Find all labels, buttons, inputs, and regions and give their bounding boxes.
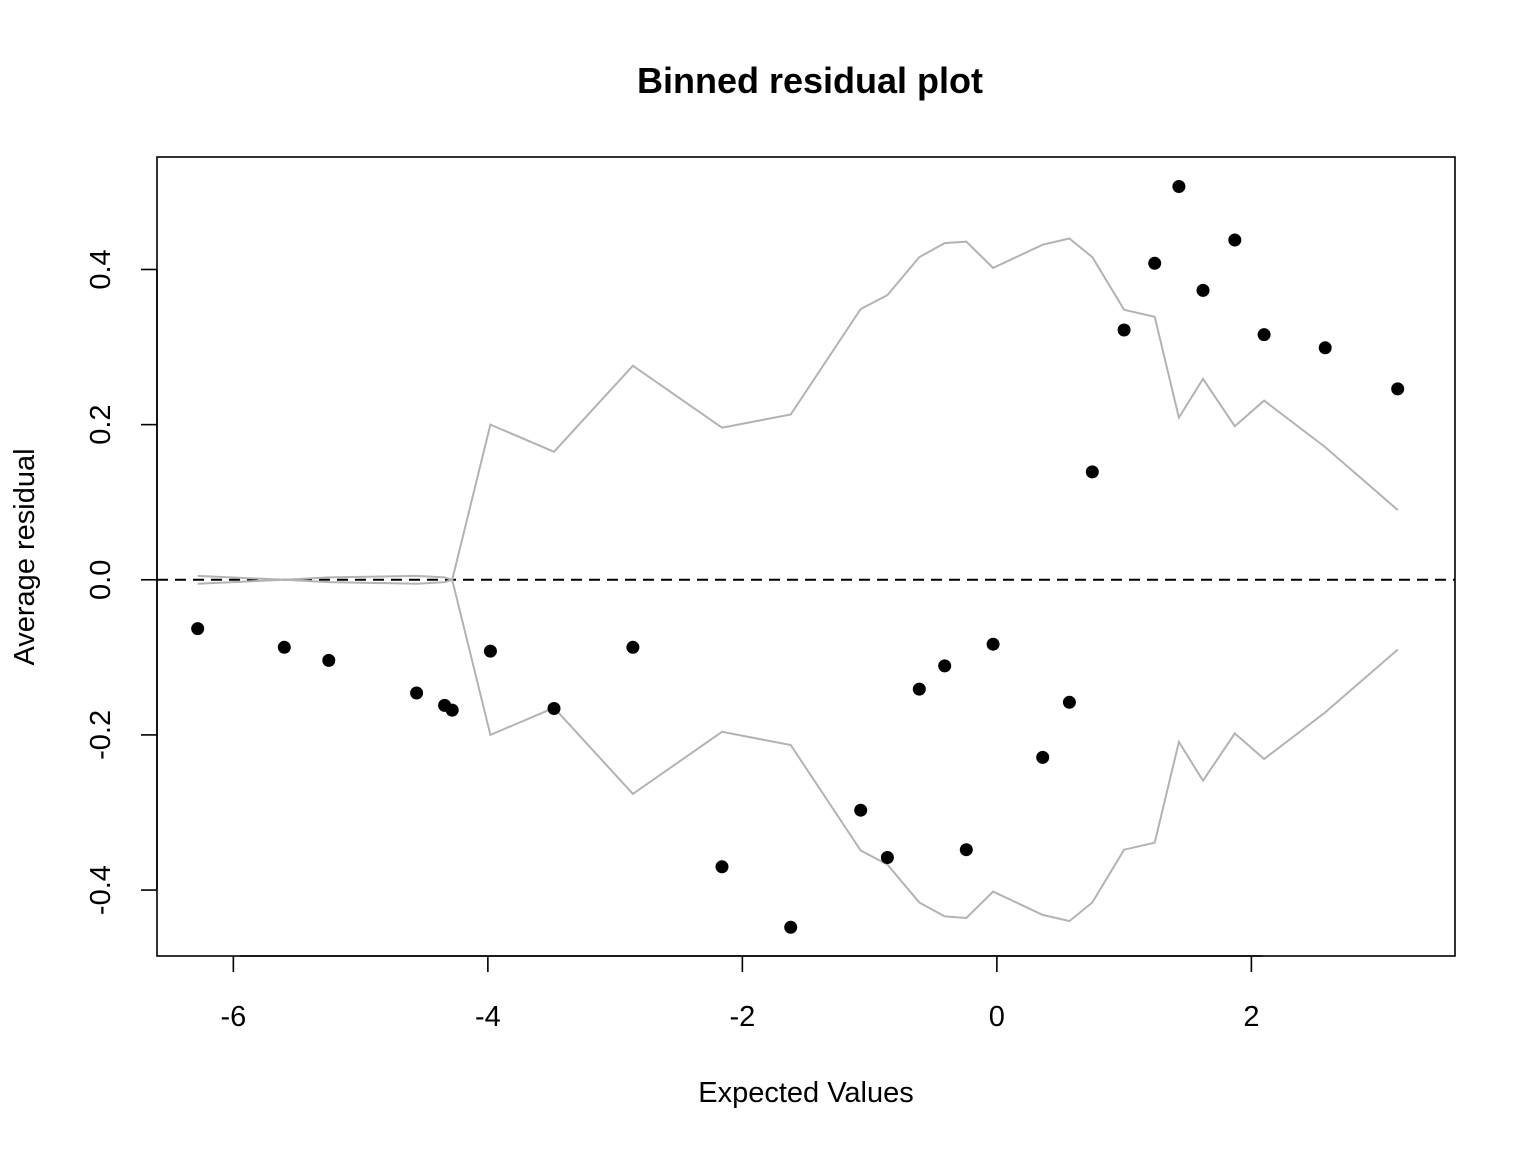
chart-title: Binned residual plot: [637, 60, 983, 101]
data-point: [1172, 180, 1186, 193]
data-point: [483, 644, 497, 658]
plot-content: [157, 180, 1455, 934]
data-point: [1085, 465, 1099, 479]
x-tick-label: -4: [475, 1001, 501, 1033]
x-tick-label: 0: [989, 1001, 1005, 1033]
y-tick-label: 0.4: [85, 249, 117, 289]
lower-bound-line: [197, 578, 1399, 923]
data-point: [986, 637, 1000, 651]
data-point: [1036, 750, 1050, 764]
data-point: [410, 686, 424, 700]
data-point: [277, 640, 291, 654]
data-point: [1228, 233, 1242, 247]
data-point: [784, 920, 798, 934]
data-point: [1257, 328, 1271, 342]
y-tick-label: 0.2: [85, 404, 117, 444]
data-point: [959, 843, 973, 857]
data-point: [715, 860, 729, 874]
data-point: [191, 622, 205, 636]
data-point: [547, 702, 561, 715]
y-axis: -0.4 -0.2 0.0 0.2 0.4: [85, 249, 158, 915]
data-point: [1196, 283, 1210, 297]
data-point: [1062, 695, 1076, 709]
data-point: [880, 851, 894, 864]
data-point: [912, 682, 926, 696]
x-axis: -6 -4 -2 0 2: [220, 955, 1262, 1033]
x-tick-label: -2: [729, 1001, 755, 1033]
x-tick-label: 2: [1243, 1001, 1259, 1033]
data-point: [854, 803, 868, 817]
x-tick-label: -6: [220, 1001, 246, 1033]
data-point: [1117, 323, 1131, 337]
y-tick-label: -0.2: [85, 710, 117, 760]
y-tick-label: -0.4: [85, 865, 117, 915]
y-axis-label: Average residual: [9, 448, 41, 665]
data-point: [1391, 382, 1405, 396]
data-point: [938, 659, 952, 673]
data-point: [445, 703, 459, 717]
x-axis-label: Expected Values: [698, 1077, 914, 1109]
data-point: [322, 653, 336, 667]
data-point: [1148, 256, 1162, 270]
y-tick-label: 0.0: [85, 560, 117, 600]
data-point: [1318, 341, 1332, 355]
data-point: [626, 640, 640, 654]
upper-bound-line: [197, 237, 1399, 582]
